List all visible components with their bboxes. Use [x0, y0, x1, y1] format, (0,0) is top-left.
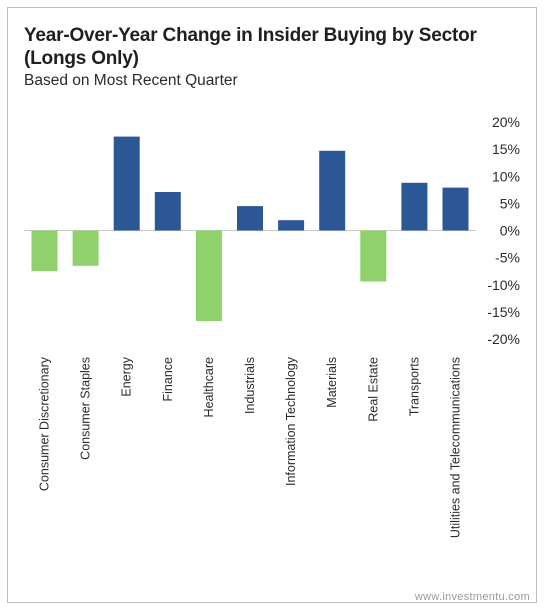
y-tick-label: -5% [495, 250, 520, 266]
x-tick-label: Consumer Discretionary [38, 356, 52, 491]
x-tick-label: Finance [161, 357, 175, 402]
bar [360, 230, 387, 282]
y-tick-label: 15% [492, 141, 520, 157]
bar [319, 150, 346, 231]
bar [31, 230, 58, 272]
bar [72, 230, 99, 266]
y-tick-label: 5% [500, 195, 520, 211]
bar [113, 136, 140, 231]
bar [237, 206, 263, 231]
y-tick-label: 10% [492, 168, 520, 184]
x-tick-label: Energy [120, 356, 134, 396]
x-tick-label: Information Technology [284, 356, 298, 486]
y-tick-label: 0% [500, 223, 520, 239]
y-tick-label: -15% [487, 304, 520, 320]
y-tick-label: -20% [487, 331, 520, 347]
bar [278, 220, 305, 231]
bar [442, 187, 469, 231]
bar [195, 230, 222, 322]
bar [154, 192, 181, 231]
x-tick-label: Industrials [243, 357, 257, 414]
x-tick-label: Real Estate [366, 357, 380, 422]
watermark: www.investmentu.com [414, 591, 530, 603]
chart-title: Year-Over-Year Change in Insider Buying … [24, 25, 477, 69]
bar [401, 182, 428, 231]
chart-subtitle: Based on Most Recent Quarter [24, 72, 238, 89]
chart-frame [7, 7, 537, 603]
y-tick-label: -10% [487, 277, 520, 293]
y-tick-label: 20% [492, 114, 520, 130]
x-tick-label: Utilities and Telecommunications [449, 357, 463, 538]
x-tick-label: Healthcare [202, 357, 216, 417]
x-tick-label: Transports [407, 357, 421, 416]
x-tick-label: Materials [325, 357, 339, 408]
x-tick-label: Consumer Staples [79, 357, 93, 460]
